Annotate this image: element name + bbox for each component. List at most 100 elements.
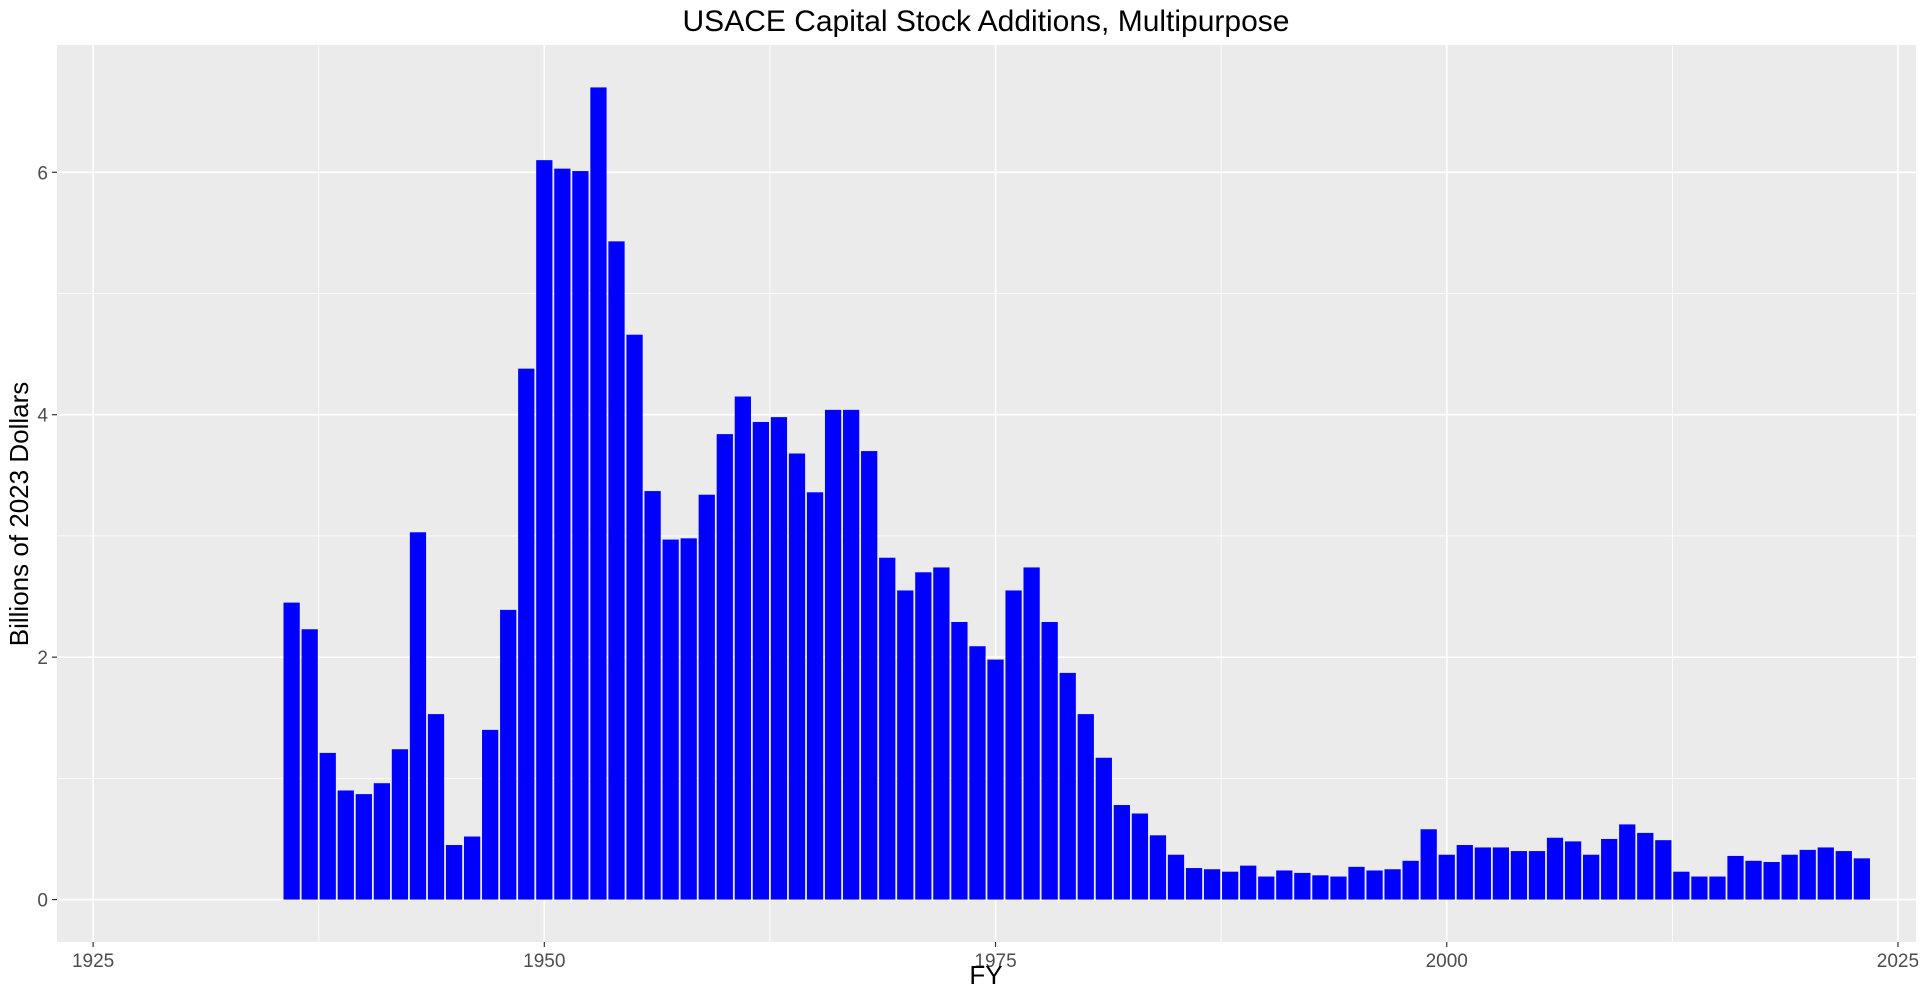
bar-1938 (319, 752, 336, 900)
bar-1977 (1023, 567, 1040, 900)
bar-1984 (1149, 835, 1167, 900)
bar-1997 (1384, 869, 1401, 900)
bar-2012 (1655, 840, 1672, 900)
bar-1943 (409, 532, 427, 900)
bar-2008 (1583, 854, 1600, 900)
bar-1961 (734, 396, 751, 900)
bar-2005 (1528, 851, 1546, 900)
y-tick-label: 2 (37, 648, 48, 669)
y-tick-label: 0 (37, 891, 48, 912)
bar-1986 (1185, 868, 1203, 900)
bar-1962 (752, 421, 770, 900)
bar-1983 (1131, 813, 1149, 900)
bar-1990 (1258, 876, 1275, 900)
bar-2015 (1709, 876, 1726, 900)
bar-1998 (1402, 860, 1419, 900)
bar-1952 (572, 171, 589, 900)
bar-1969 (879, 557, 896, 900)
bar-2018 (1763, 861, 1780, 900)
bar-1955 (626, 334, 643, 900)
bar-1988 (1222, 871, 1239, 900)
x-tick-label: 1975 (974, 951, 1016, 972)
bar-2010 (1619, 824, 1636, 900)
x-axis: 1925 1950 1975 2000 2025 (72, 942, 1919, 972)
y-axis-title: Billions of 2023 Dollars (4, 382, 34, 646)
chart-title: USACE Capital Stock Additions, Multipurp… (683, 5, 1290, 38)
bar-2003 (1492, 847, 1510, 900)
bar-1973 (951, 621, 968, 900)
x-tick-label: 1925 (72, 951, 114, 972)
bar-1980 (1077, 714, 1094, 900)
bar-1948 (500, 609, 517, 900)
bar-1985 (1167, 854, 1185, 900)
bar-1963 (770, 417, 788, 900)
bar-2011 (1637, 832, 1654, 900)
bar-2016 (1727, 855, 1744, 900)
bar-1947 (482, 729, 499, 900)
bar-1950 (536, 160, 553, 900)
bar-2023 (1853, 858, 1870, 900)
bar-1965 (806, 492, 824, 900)
bar-2017 (1745, 860, 1762, 900)
bar-1978 (1041, 621, 1058, 900)
bar-2020 (1799, 849, 1816, 900)
bar-2004 (1510, 851, 1528, 900)
bar-1939 (337, 790, 354, 900)
bar-2002 (1474, 847, 1491, 900)
bar-1942 (391, 749, 409, 900)
bar-1946 (463, 836, 481, 900)
bar-2009 (1601, 838, 1618, 900)
bar-1959 (698, 494, 715, 900)
bar-1996 (1366, 870, 1383, 900)
x-tick-label: 2025 (1877, 951, 1919, 972)
bar-1956 (644, 491, 661, 900)
bar-1941 (373, 783, 390, 900)
bar-1936 (283, 602, 300, 900)
bar-1960 (716, 434, 733, 900)
bar-1951 (554, 168, 571, 900)
bar-1974 (969, 646, 986, 900)
bar-1970 (897, 590, 914, 900)
bar-1957 (662, 539, 679, 900)
bar-2014 (1691, 876, 1708, 900)
bar-1945 (445, 845, 463, 900)
bar-1954 (608, 241, 625, 900)
bar-2006 (1546, 837, 1564, 900)
bar-1993 (1312, 875, 1329, 900)
bar-1982 (1113, 805, 1130, 900)
x-axis-title: FY (969, 960, 1002, 990)
bar-1979 (1059, 672, 1076, 900)
bar-1958 (680, 538, 697, 900)
bar-2013 (1673, 871, 1690, 900)
bar-1999 (1420, 829, 1437, 900)
x-tick-label: 2000 (1426, 951, 1468, 972)
bar-2019 (1781, 854, 1798, 900)
bar-1981 (1095, 757, 1112, 900)
bar-1968 (861, 451, 878, 900)
bar-1944 (427, 714, 445, 900)
bar-1964 (788, 453, 806, 900)
bar-1937 (301, 629, 318, 900)
x-tick-label: 1950 (523, 951, 565, 972)
bar-1975 (987, 659, 1004, 900)
bar-1949 (518, 368, 535, 900)
y-tick-label: 4 (37, 406, 48, 427)
bar-1976 (1005, 590, 1022, 900)
bar-1940 (355, 794, 372, 900)
bar-2001 (1456, 845, 1473, 900)
bar-1991 (1276, 870, 1293, 900)
bar-1995 (1348, 866, 1365, 900)
bar-1967 (843, 409, 860, 900)
bar-1953 (590, 87, 607, 900)
bar-2022 (1835, 851, 1852, 900)
bar-1966 (824, 409, 842, 900)
bar-1987 (1203, 869, 1221, 900)
y-axis: 0 2 4 6 (37, 163, 57, 912)
bar-2000 (1438, 854, 1455, 900)
bar-2021 (1817, 847, 1834, 900)
bar-2007 (1564, 841, 1582, 900)
bar-1989 (1240, 865, 1257, 900)
bars (283, 87, 1870, 900)
bar-1992 (1294, 872, 1311, 900)
